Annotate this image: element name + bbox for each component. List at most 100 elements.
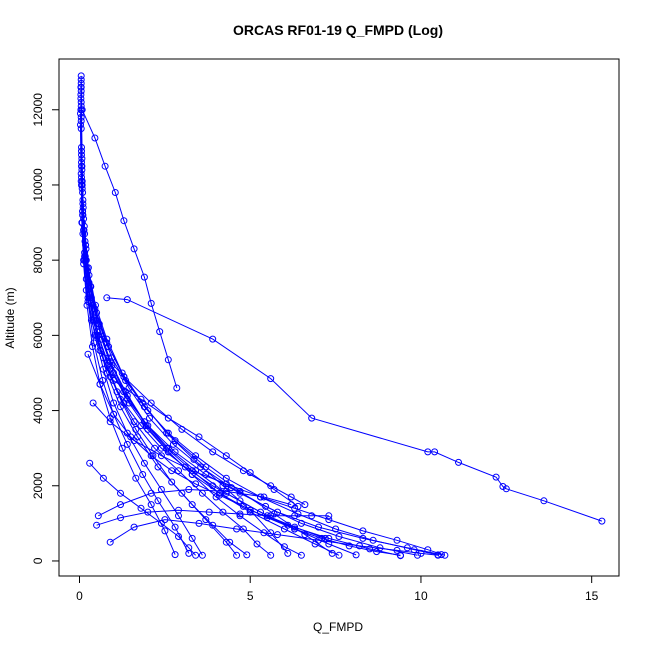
data-point xyxy=(80,222,88,230)
x-tick-label: 10 xyxy=(414,589,428,603)
data-point xyxy=(233,551,241,559)
data-point xyxy=(91,134,99,142)
data-point xyxy=(335,551,343,559)
data-point xyxy=(106,418,114,426)
data-point xyxy=(219,508,227,516)
data-point xyxy=(175,533,182,540)
data-point xyxy=(84,264,92,272)
data-point xyxy=(156,328,164,336)
data-point xyxy=(294,502,302,510)
data-point xyxy=(137,395,145,403)
data-point xyxy=(103,294,111,302)
data-point xyxy=(246,506,254,514)
series-26 xyxy=(96,346,309,509)
data-point xyxy=(274,508,281,516)
data-point xyxy=(315,523,322,531)
series-line xyxy=(92,402,446,556)
data-point xyxy=(173,384,181,392)
series-line xyxy=(87,354,401,556)
series-line xyxy=(113,380,299,507)
data-point xyxy=(147,399,155,407)
series-25 xyxy=(110,377,302,510)
data-point xyxy=(280,525,288,533)
data-point xyxy=(117,501,124,509)
data-point xyxy=(308,414,316,422)
data-point xyxy=(540,497,548,505)
data-point xyxy=(164,414,172,422)
data-point xyxy=(110,377,118,384)
data-point xyxy=(222,452,230,460)
series-line xyxy=(80,109,289,554)
data-point xyxy=(291,512,299,520)
data-point xyxy=(96,346,104,354)
series-line xyxy=(96,509,329,526)
data-point xyxy=(195,519,203,527)
data-point xyxy=(96,380,104,388)
data-point xyxy=(332,525,340,533)
data-point xyxy=(222,480,230,488)
data-point xyxy=(118,369,126,377)
data-point xyxy=(140,418,148,426)
data-point xyxy=(291,525,299,533)
data-point xyxy=(163,444,171,452)
data-point xyxy=(270,510,278,518)
data-point xyxy=(192,551,200,559)
data-point xyxy=(123,392,131,399)
data-point xyxy=(301,501,309,509)
data-point xyxy=(77,76,85,84)
data-point xyxy=(455,458,462,466)
data-point xyxy=(144,407,152,415)
data-point xyxy=(142,422,150,430)
data-point xyxy=(359,527,367,535)
series-line xyxy=(89,462,196,556)
x-axis: 0 5 10 15 xyxy=(76,575,599,603)
data-point xyxy=(86,283,94,290)
data-point xyxy=(108,361,116,369)
data-point xyxy=(236,497,244,505)
x-tick-label: 5 xyxy=(247,589,254,603)
data-point xyxy=(239,467,247,475)
data-point xyxy=(144,508,152,516)
data-point xyxy=(117,514,124,522)
data-point xyxy=(78,219,86,227)
series-23 xyxy=(84,350,404,559)
data-point xyxy=(83,301,91,309)
data-point xyxy=(308,512,316,520)
data-point xyxy=(123,296,131,304)
data-point xyxy=(157,519,165,527)
data-point xyxy=(598,517,606,525)
series-line xyxy=(81,109,178,389)
series-22 xyxy=(86,459,200,559)
data-point xyxy=(441,551,449,559)
data-point xyxy=(178,425,186,433)
series-24 xyxy=(89,399,449,559)
data-point xyxy=(253,540,261,548)
data-point xyxy=(130,418,138,426)
data-point xyxy=(77,83,85,91)
data-point xyxy=(195,433,203,441)
data-point xyxy=(287,493,295,501)
data-point xyxy=(190,455,198,463)
data-point xyxy=(366,545,374,553)
data-point xyxy=(185,486,193,493)
y-tick-label: 0 xyxy=(31,557,45,564)
data-point xyxy=(263,514,271,522)
data-point xyxy=(267,482,275,490)
data-point xyxy=(198,551,206,559)
series-18 xyxy=(103,294,606,525)
data-point xyxy=(175,506,182,514)
data-point xyxy=(414,551,421,559)
data-point xyxy=(163,429,171,437)
data-point xyxy=(297,551,305,559)
data-point xyxy=(284,549,292,557)
data-point xyxy=(117,403,124,411)
data-point xyxy=(236,510,244,518)
x-tick-label: 15 xyxy=(585,589,599,603)
data-point xyxy=(140,459,148,467)
data-point xyxy=(297,519,305,527)
data-point xyxy=(233,525,241,533)
data-point xyxy=(151,444,159,452)
data-point xyxy=(209,335,217,343)
data-point xyxy=(110,410,118,418)
